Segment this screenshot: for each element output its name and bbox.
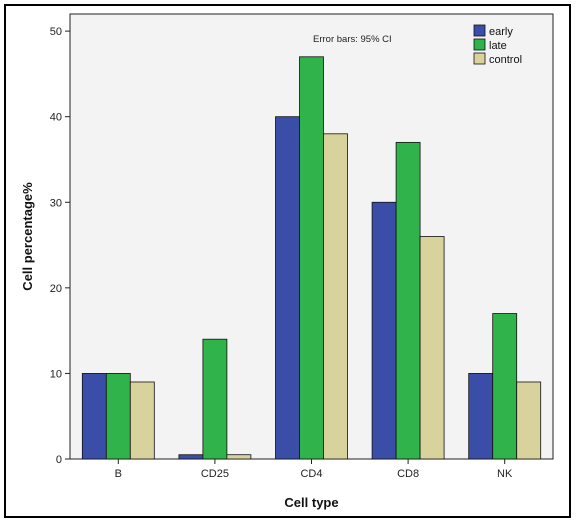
bar-control-cd4	[323, 133, 348, 460]
legend: early late control	[473, 24, 522, 66]
bar-early-b	[81, 373, 107, 460]
x-tick-label: CD4	[300, 468, 322, 480]
bar-control-cd25	[226, 454, 252, 460]
bar-early-cd4	[275, 116, 300, 460]
legend-label-late: late	[489, 40, 507, 52]
y-tick-label: 50	[50, 26, 62, 38]
y-axis-title: Cell percentage%	[20, 182, 35, 291]
y-tick-label: 30	[50, 197, 62, 209]
bar-early-cd8	[371, 201, 397, 460]
bar-late-cd4	[299, 56, 324, 460]
x-tick-label: CD25	[201, 468, 229, 480]
x-tick-label: B	[115, 468, 122, 480]
y-axis-ticks: 0 10 20 30 40 50	[50, 26, 70, 466]
legend-label-early: early	[489, 26, 513, 38]
x-tick-label: CD8	[397, 468, 419, 480]
bar-control-nk	[516, 381, 542, 460]
bar-late-cd8	[395, 141, 421, 460]
bar-late-b	[105, 373, 131, 460]
legend-swatch-early	[473, 24, 486, 37]
x-tick-label: NK	[497, 468, 513, 480]
legend-swatch-control	[473, 52, 486, 65]
bar-early-cd25	[178, 454, 204, 460]
bar-late-cd25	[202, 338, 228, 460]
x-axis-labels: B CD25 CD4 CD8 NK	[115, 459, 513, 480]
error-bars-note: Error bars: 95% CI	[313, 34, 392, 45]
y-tick-label: 20	[50, 283, 62, 295]
bar-control-b	[129, 381, 155, 460]
y-tick-label: 40	[50, 112, 62, 124]
x-axis-title: Cell type	[284, 495, 338, 510]
bar-late-nk	[492, 313, 518, 460]
legend-swatch-late	[473, 38, 486, 51]
y-tick-label: 10	[50, 368, 62, 380]
bar-control-cd8	[419, 236, 445, 460]
legend-label-control: control	[489, 54, 522, 66]
bars-group	[81, 56, 542, 460]
y-tick-label: 0	[56, 454, 62, 466]
bar-early-nk	[468, 373, 494, 460]
